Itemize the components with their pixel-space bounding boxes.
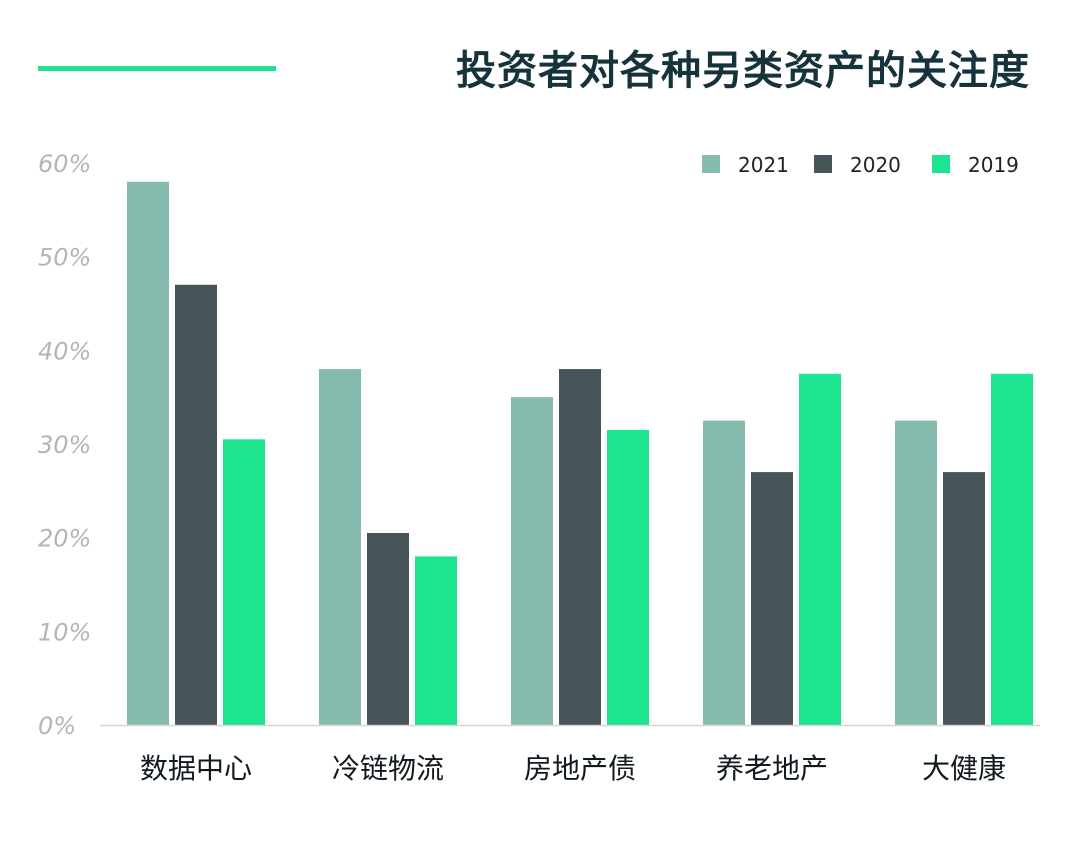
bar-2020-冷链物流	[367, 532, 409, 725]
bar-2021-养老地产	[703, 420, 745, 725]
y-tick-label: 40%	[38, 337, 91, 365]
title-accent-line	[38, 66, 276, 71]
chart-bars	[127, 181, 1033, 725]
category-label: 大健康	[922, 752, 1006, 785]
legend-swatch-2019	[932, 155, 950, 173]
legend-label-2021: 2021	[738, 153, 789, 177]
bar-2019-冷链物流	[415, 556, 457, 725]
bar-2021-房地产债	[511, 397, 553, 725]
category-label: 养老地产	[716, 752, 828, 785]
x-axis-category-labels: 数据中心 冷链物流 房地产债 养老地产 大健康	[140, 752, 1006, 785]
y-tick-label: 50%	[38, 244, 91, 272]
bar-2021-冷链物流	[319, 369, 361, 725]
y-axis-tick-labels: 0% 10% 20% 30% 40% 50% 60%	[38, 150, 91, 740]
bar-2020-养老地产	[751, 472, 793, 725]
bar-2019-房地产债	[607, 429, 649, 725]
y-tick-label: 0%	[38, 712, 76, 740]
bar-2019-养老地产	[799, 373, 841, 725]
bar-2020-数据中心	[175, 284, 217, 725]
y-tick-label: 20%	[38, 525, 91, 553]
category-label: 房地产债	[524, 752, 636, 785]
category-label: 数据中心	[140, 752, 252, 785]
bar-2019-大健康	[991, 373, 1033, 725]
bar-2019-数据中心	[223, 439, 265, 725]
bar-2021-数据中心	[127, 181, 169, 725]
chart-header: 投资者对各种另类资产的关注度	[0, 0, 1080, 140]
chart-title: 投资者对各种另类资产的关注度	[456, 48, 1030, 94]
legend-label-2020: 2020	[850, 153, 901, 177]
bar-2021-大健康	[895, 420, 937, 725]
legend-label-2019: 2019	[968, 153, 1019, 177]
y-tick-label: 60%	[38, 150, 91, 178]
y-tick-label: 10%	[38, 618, 91, 646]
legend-swatch-2021	[702, 155, 720, 173]
legend-swatch-2020	[814, 155, 832, 173]
category-label: 冷链物流	[332, 752, 444, 785]
y-tick-label: 30%	[38, 431, 91, 459]
bar-2020-大健康	[943, 472, 985, 725]
chart-legend: 2021 2020 2019	[702, 153, 1019, 177]
bar-2020-房地产债	[559, 369, 601, 725]
